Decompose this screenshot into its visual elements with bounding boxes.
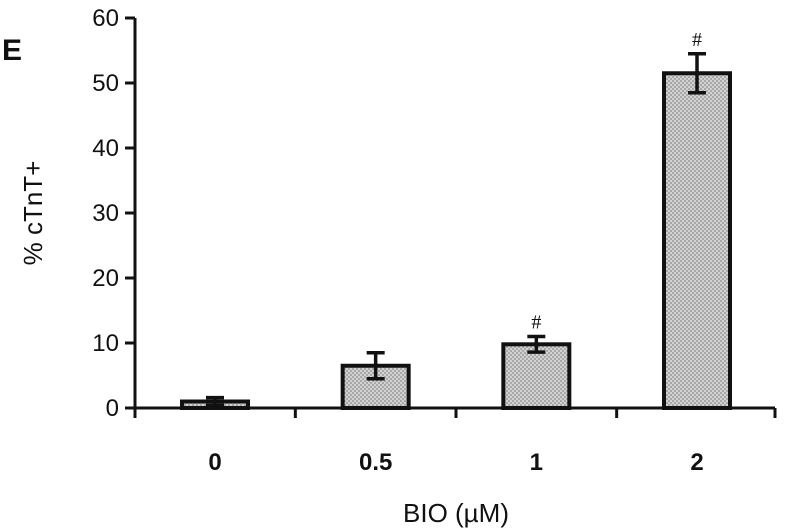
error-bars [206,52,706,408]
y-tick-label: 30 [92,200,119,227]
y-tick-label: 0 [106,395,119,422]
panel-label: E [2,34,22,67]
bar [501,342,572,410]
bars [180,71,732,410]
y-tick-label: 60 [92,5,119,32]
x-axis-ticks: 0 0.5 1 2 [133,408,777,476]
error-bar [366,351,385,381]
bar [662,71,732,410]
error-bar [206,395,224,408]
y-tick-label: 20 [92,265,119,292]
error-bar [688,52,706,95]
x-tick-label: 0 [208,449,221,476]
x-axis-title: BIO (µM) [403,498,509,528]
y-tick-label: 50 [92,70,119,97]
x-tick-label: 0.5 [359,449,392,476]
y-axis-ticks: 0 10 20 30 40 50 60 [92,5,135,422]
y-axis-title: % cTnT+ [18,161,48,266]
significance-marker: # [692,29,702,51]
x-tick-label: 1 [530,449,543,476]
error-bar [527,334,546,354]
y-tick-label: 40 [92,135,119,162]
x-tick-label: 2 [690,449,703,476]
y-tick-label: 10 [92,330,119,357]
significance-marker: # [531,312,541,334]
significance-annotations: ## [531,29,702,334]
